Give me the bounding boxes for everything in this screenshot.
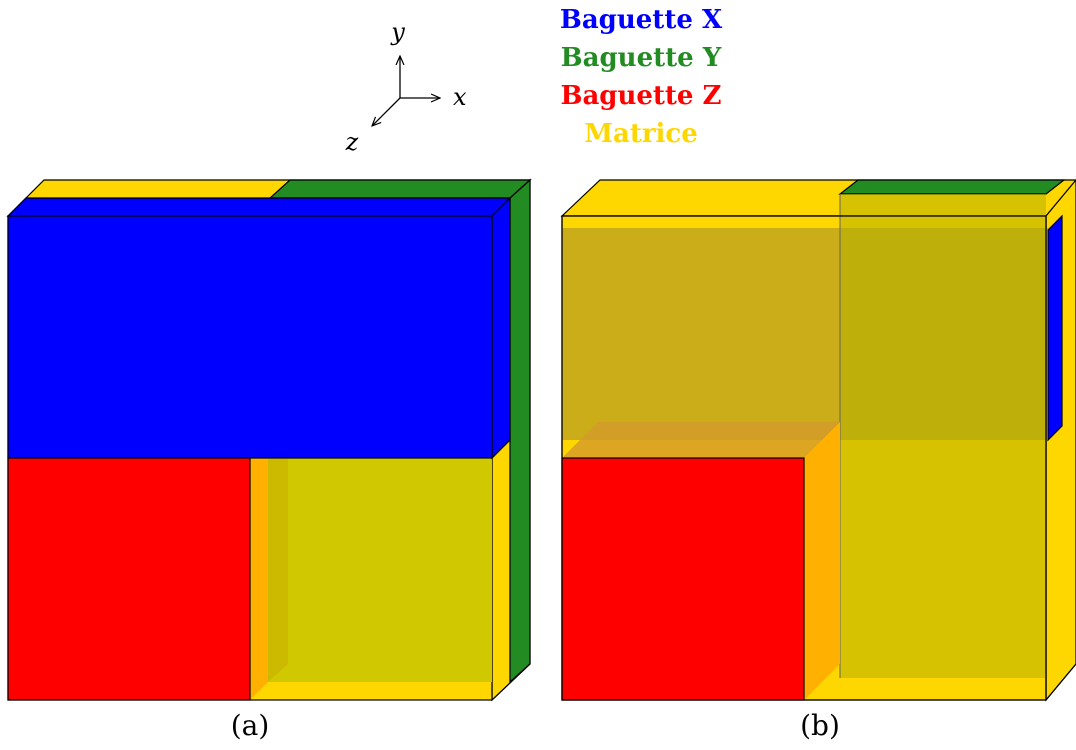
rod-z-side: [804, 422, 840, 700]
matrix-outline: [561, 215, 1047, 701]
legend-prefix: Baguette: [560, 81, 693, 111]
caption-b: (b): [800, 709, 840, 742]
rod-z-top: [562, 422, 840, 458]
legend-entry-rod-y: Baguette Y: [561, 43, 722, 73]
rod-x-top: [6, 197, 512, 217]
legend: Baguette X Baguette Y Baguette Z Matrice: [560, 5, 723, 149]
rod-x-front: [7, 215, 493, 459]
rod-z-front: [561, 457, 805, 701]
x-axis-label: x: [453, 83, 467, 111]
legend-entry-rod-z: Baguette Z: [560, 81, 721, 111]
olive-inner-edge: [268, 458, 288, 682]
edge: [1045, 663, 1076, 701]
rod-y-side: [509, 178, 531, 684]
legend-prefix: Matrice: [584, 119, 698, 149]
rod-y-top: [268, 179, 532, 199]
panel-b: (b): [560, 179, 1076, 742]
orange-inner-face: [250, 458, 268, 700]
rod-x-side: [1047, 214, 1063, 442]
caption-a: (a): [231, 709, 270, 742]
legend-suffix: Y: [702, 43, 722, 73]
z-axis-arrow: [372, 97, 401, 126]
rod-y-through-matrix: [840, 194, 1046, 678]
z-axis-label: z: [345, 128, 359, 156]
rod-z-front: [7, 457, 251, 701]
y-axis-label: y: [390, 18, 405, 46]
edge: [491, 663, 531, 701]
legend-entry-rod-x: Baguette X: [560, 5, 723, 35]
axis-triad: y x z: [345, 18, 467, 156]
legend-entry-matrix: Matrice: [584, 119, 698, 149]
panel-a: (a): [6, 178, 532, 742]
rod-y-through-matrix: [268, 458, 492, 682]
legend-suffix: X: [702, 5, 723, 35]
legend-suffix: Z: [703, 81, 722, 111]
rod-y-top: [838, 179, 1066, 195]
legend-prefix: Baguette: [561, 43, 694, 73]
rod-x-side: [491, 196, 511, 460]
legend-prefix: Baguette: [560, 5, 693, 35]
